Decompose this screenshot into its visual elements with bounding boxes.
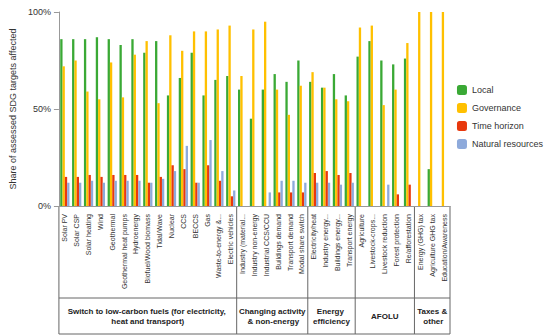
svg-text:Transport demand: Transport demand: [287, 214, 295, 271]
svg-text:BECCS: BECCS: [192, 214, 199, 238]
svg-text:Taxes &: Taxes &: [417, 307, 447, 316]
svg-text:Natural resources: Natural resources: [472, 139, 544, 149]
svg-text:Livestock-crops...: Livestock-crops...: [369, 214, 377, 269]
svg-text:Agriculture GHG tax: Agriculture GHG tax: [429, 214, 437, 277]
svg-text:50%: 50%: [33, 104, 51, 114]
svg-text:Modal share switch: Modal share switch: [298, 214, 305, 274]
svg-text:CCS: CCS: [180, 214, 187, 229]
svg-text:Local: Local: [472, 85, 494, 95]
svg-text:Agriculture: Agriculture: [358, 214, 366, 248]
svg-text:AFOLU: AFOLU: [371, 312, 399, 321]
svg-text:Transport energy: Transport energy: [346, 214, 354, 268]
svg-text:Education/Awareness: Education/Awareness: [441, 214, 448, 282]
svg-text:Nuclear: Nuclear: [168, 213, 175, 238]
svg-text:Electric vehicles: Electric vehicles: [227, 214, 234, 265]
svg-text:Biofuel/Wood biomass: Biofuel/Wood biomass: [144, 214, 151, 284]
svg-text:Solar heating: Solar heating: [85, 214, 93, 255]
svg-text:Industry energy...: Industry energy...: [322, 214, 330, 268]
svg-text:Wind: Wind: [97, 214, 104, 230]
svg-text:Geothermal heat pumps: Geothermal heat pumps: [121, 214, 129, 290]
svg-text:Re/afforestation: Re/afforestation: [405, 214, 412, 263]
svg-text:Industrial CCS/CCU: Industrial CCS/CCU: [263, 214, 270, 276]
svg-text:Buildings energy...: Buildings energy...: [334, 214, 342, 271]
svg-text:Solar CSP: Solar CSP: [73, 214, 80, 247]
svg-text:Changing activity: Changing activity: [239, 307, 306, 316]
svg-text:Share of assessed SDG targets: Share of assessed SDG targets affected: [8, 29, 18, 190]
svg-text:Industry (material...: Industry (material...: [239, 214, 247, 274]
svg-text:Solar PV: Solar PV: [61, 214, 68, 242]
svg-text:Energy: Energy: [317, 307, 346, 316]
svg-text:Electricity/heat: Electricity/heat: [310, 214, 318, 260]
svg-text:100%: 100%: [28, 7, 51, 17]
svg-text:& non-energy: & non-energy: [245, 317, 299, 326]
svg-text:heat and transport): heat and transport): [111, 317, 184, 326]
svg-text:Tidal/Wave: Tidal/Wave: [156, 214, 163, 249]
svg-text:efficiency: efficiency: [313, 317, 350, 326]
svg-text:Time horizon: Time horizon: [472, 121, 524, 131]
svg-text:0%: 0%: [38, 201, 51, 211]
svg-text:Industry non-energy: Industry non-energy: [251, 214, 259, 277]
svg-text:Energy (GHG) tax: Energy (GHG) tax: [417, 214, 425, 271]
svg-text:Gas: Gas: [204, 214, 211, 227]
svg-text:Livestock reduction: Livestock reduction: [381, 214, 388, 274]
svg-text:other: other: [421, 317, 443, 326]
svg-text:Forest protection: Forest protection: [393, 214, 401, 267]
svg-text:Hydroenergy: Hydroenergy: [132, 214, 140, 255]
svg-text:Governance: Governance: [472, 103, 521, 113]
svg-text:Buildings demand: Buildings demand: [275, 214, 283, 270]
svg-text:Switch to low-carbon fuels (fo: Switch to low-carbon fuels (for electric…: [68, 307, 228, 316]
svg-text:Waste-to-energy &...: Waste-to-energy &...: [215, 214, 223, 278]
svg-text:Geothermal: Geothermal: [109, 214, 116, 251]
